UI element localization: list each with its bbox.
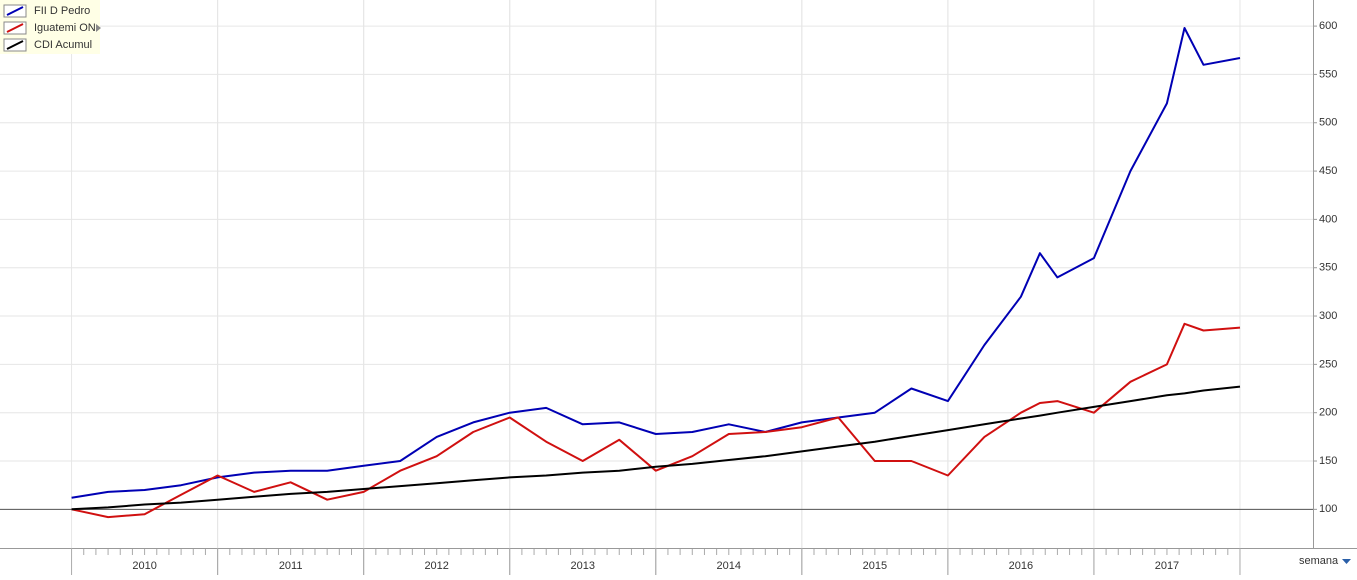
- series-line: [71, 27, 1241, 499]
- legend-line: [6, 6, 24, 16]
- y-tick-label: 300: [1319, 310, 1337, 322]
- x-tick-label: 2017: [1155, 560, 1179, 572]
- y-tick-label: 500: [1319, 117, 1337, 129]
- y-tick-label: 250: [1319, 358, 1337, 370]
- legend-line: [6, 40, 24, 50]
- legend-arrow: [96, 24, 101, 32]
- x-tick-label: 2016: [1009, 560, 1033, 572]
- x-tick-label: 2013: [571, 560, 595, 572]
- y-tick-label: 400: [1319, 213, 1337, 225]
- y-tick-label: 100: [1319, 503, 1337, 515]
- y-tick-label: 550: [1319, 68, 1337, 80]
- legend-line: [6, 23, 24, 33]
- y-tick-label: 600: [1319, 20, 1337, 32]
- legend-label: Iguatemi ON: [34, 22, 96, 34]
- y-tick-label: 150: [1319, 455, 1337, 467]
- series-line: [71, 385, 1241, 511]
- y-tick-label: 350: [1319, 262, 1337, 274]
- x-tick-label: 2015: [863, 560, 887, 572]
- plot-area: [0, 0, 1313, 548]
- x-tick-label: 2012: [424, 560, 448, 572]
- x-tick-label: 2014: [717, 560, 741, 572]
- dropdown-arrow[interactable]: [1342, 559, 1351, 564]
- y-tick-label: 450: [1319, 165, 1337, 177]
- x-tick-label: 2011: [279, 560, 303, 572]
- legend-label: CDI Acumul: [34, 39, 92, 51]
- series-line: [71, 322, 1241, 519]
- period-selector[interactable]: semana: [1299, 555, 1339, 567]
- x-tick-label: 2010: [132, 560, 156, 572]
- y-tick-label: 200: [1319, 407, 1337, 419]
- legend-label: FII D Pedro: [34, 5, 90, 17]
- legend: FII D Pedro Iguatemi ON CDI Acumul: [0, 0, 101, 54]
